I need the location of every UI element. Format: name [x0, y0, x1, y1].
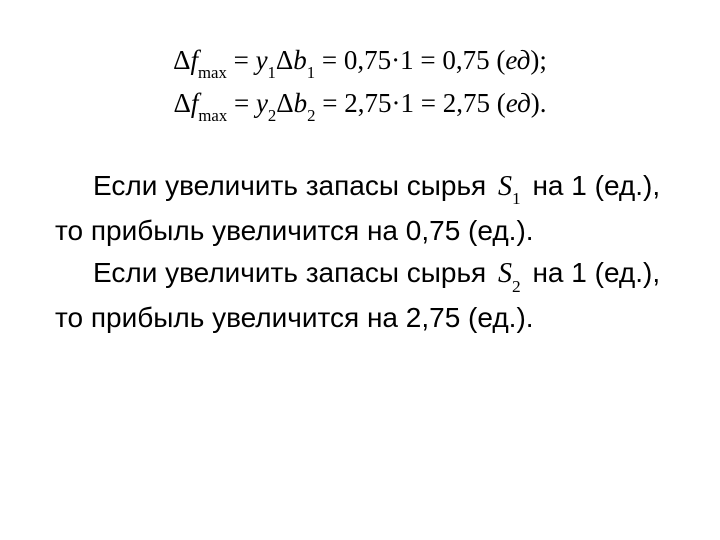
equals: = — [414, 88, 443, 118]
subscript-2: 2 — [307, 106, 315, 125]
equals: = — [316, 88, 345, 118]
paren-close: ). — [531, 88, 547, 118]
paren-close: ); — [530, 45, 547, 75]
paragraph-2: Если увеличить запасы сырья S2 на 1 (ед.… — [55, 252, 665, 340]
y-symbol: y — [256, 45, 268, 75]
dot-operator: · — [391, 45, 400, 75]
paren-open: ( — [490, 45, 506, 75]
subscript-1: 1 — [268, 63, 276, 82]
paragraph-1: Если увеличить запасы сырья S1 на 1 (ед.… — [55, 165, 665, 253]
number: 1 — [401, 88, 415, 118]
delta-symbol: Δ — [173, 45, 190, 75]
subscript-1: 1 — [512, 189, 521, 208]
dot-operator: · — [392, 88, 401, 118]
equals: = — [227, 88, 256, 118]
document-page: Δfmax = y1Δb1 = 0,75·1 = 0,75 (ед); Δfma… — [0, 0, 720, 340]
inline-math-s1: S1 — [494, 171, 525, 202]
subscript-max: max — [198, 63, 227, 82]
inline-math-s2: S2 — [494, 258, 525, 289]
text-run: Если увеличить запасы сырья — [93, 257, 494, 288]
s-symbol: S — [498, 171, 512, 202]
number: 1 — [400, 45, 414, 75]
equals: = — [227, 45, 256, 75]
y-symbol: y — [256, 88, 268, 118]
s-symbol: S — [498, 258, 512, 289]
f-symbol: f — [191, 45, 199, 75]
b-symbol: b — [294, 88, 308, 118]
delta-symbol: Δ — [174, 88, 191, 118]
subscript-2: 2 — [268, 106, 276, 125]
equals: = — [315, 45, 344, 75]
subscript-1: 1 — [307, 63, 315, 82]
number: 2,75 — [344, 88, 391, 118]
subscript-max: max — [198, 106, 227, 125]
paren-open: ( — [490, 88, 506, 118]
result: 2,75 — [443, 88, 490, 118]
delta-symbol: Δ — [276, 45, 293, 75]
delta-symbol: Δ — [276, 88, 293, 118]
b-symbol: b — [293, 45, 307, 75]
equation-line-1: Δfmax = y1Δb1 = 0,75·1 = 0,75 (ед); — [55, 40, 665, 83]
result: 0,75 — [442, 45, 489, 75]
equals: = — [414, 45, 443, 75]
equation-block: Δfmax = y1Δb1 = 0,75·1 = 0,75 (ед); Δfma… — [55, 40, 665, 127]
number: 0,75 — [344, 45, 391, 75]
equation-line-2: Δfmax = y2Δb2 = 2,75·1 = 2,75 (ед). — [55, 83, 665, 126]
text-run: Если увеличить запасы сырья — [93, 170, 494, 201]
unit-text: ед — [505, 45, 530, 75]
body-text: Если увеличить запасы сырья S1 на 1 (ед.… — [55, 165, 665, 340]
subscript-2: 2 — [512, 277, 521, 296]
unit-text: ед — [506, 88, 531, 118]
